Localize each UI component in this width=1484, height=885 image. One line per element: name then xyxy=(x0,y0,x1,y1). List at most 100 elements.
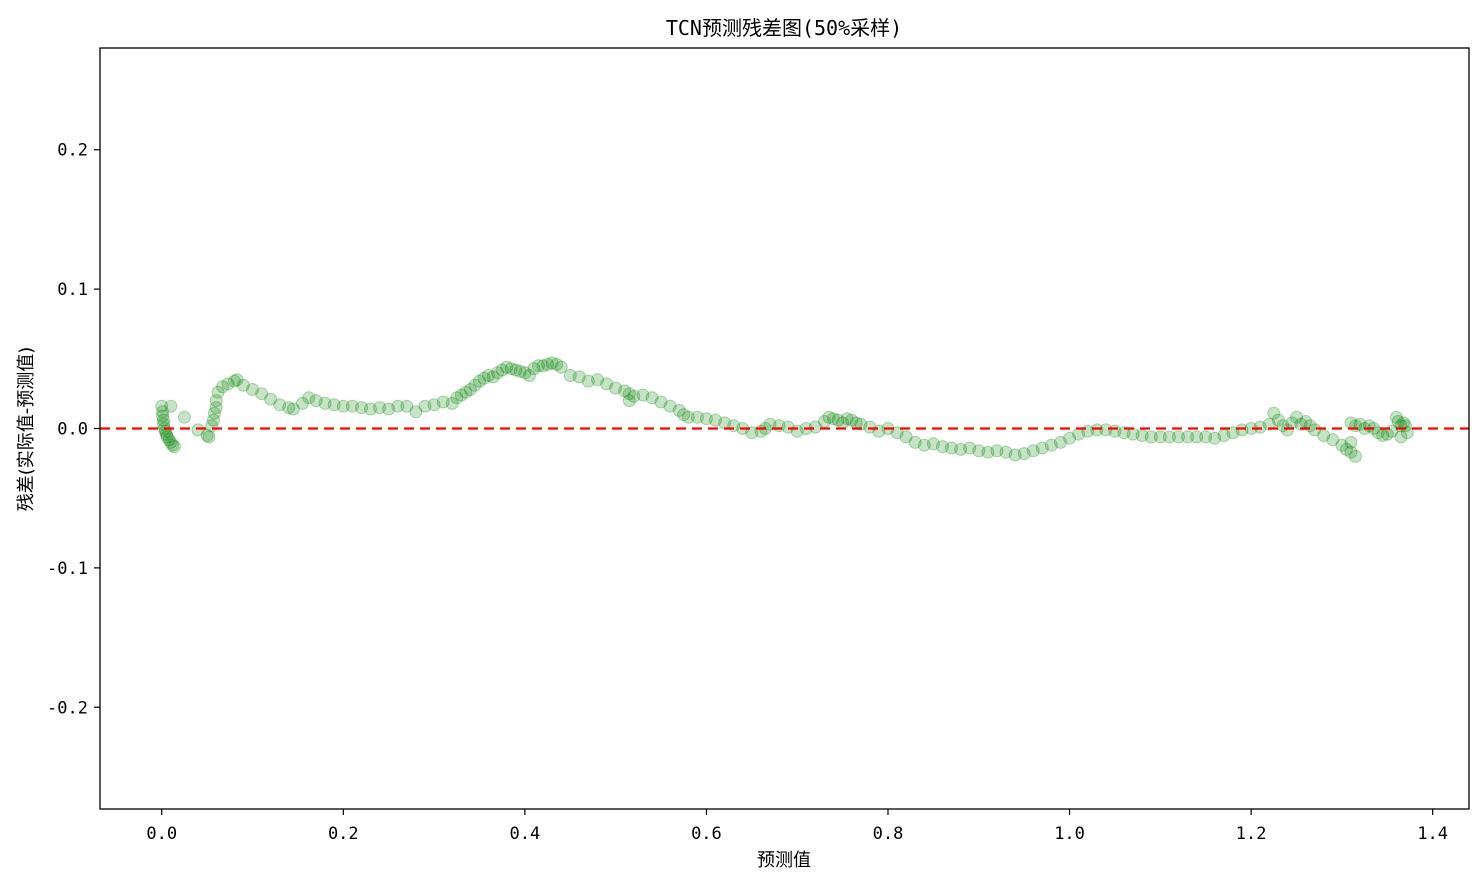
scatter-point xyxy=(1267,406,1281,420)
scatter-point xyxy=(527,362,541,376)
scatter-point xyxy=(899,430,913,444)
scatter-point xyxy=(554,360,568,374)
scatter-point xyxy=(327,398,341,412)
scatter-point xyxy=(318,396,332,410)
scatter-point xyxy=(1208,431,1222,445)
scatter-point xyxy=(1353,417,1367,431)
scatter-point xyxy=(1035,441,1049,455)
scatter-point xyxy=(463,383,477,396)
scatter-point xyxy=(459,385,473,399)
scatter-point xyxy=(1054,435,1067,449)
scatter-point xyxy=(157,417,170,431)
scatter-point xyxy=(295,396,309,410)
x-tick-label: 0.2 xyxy=(328,824,359,844)
scatter-point xyxy=(563,369,577,382)
scatter-point xyxy=(541,357,555,371)
x-tick-label: 0.8 xyxy=(873,824,904,844)
scatter-point xyxy=(1339,442,1353,456)
scatter-point xyxy=(157,413,170,427)
scatter-point xyxy=(827,412,840,426)
scatter-point xyxy=(854,417,868,431)
scatter-point xyxy=(1044,438,1058,452)
scatter-point xyxy=(1008,448,1022,462)
scatter-point xyxy=(1394,430,1408,444)
scatter-point xyxy=(936,440,949,454)
scatter-point xyxy=(156,409,170,423)
scatter-point xyxy=(863,420,877,434)
scatter-point xyxy=(1294,417,1308,431)
scatter-point xyxy=(156,405,170,419)
scatter-point xyxy=(162,433,176,447)
scatter-point xyxy=(202,430,216,444)
scatter-point xyxy=(1099,423,1113,437)
scatter-point xyxy=(500,360,514,374)
scatter-point xyxy=(427,398,441,412)
scatter-point xyxy=(477,371,491,385)
scatter-points xyxy=(155,356,1414,463)
scatter-point xyxy=(636,388,650,402)
scatter-point xyxy=(504,362,518,376)
x-tick-label: 0.0 xyxy=(146,824,177,844)
scatter-point xyxy=(763,417,777,431)
scatter-point xyxy=(908,435,922,449)
scatter-point xyxy=(345,399,359,413)
scatter-point xyxy=(445,396,459,410)
scatter-point xyxy=(236,378,250,392)
scatter-point xyxy=(1162,430,1176,444)
scatter-point xyxy=(418,399,432,413)
scatter-point xyxy=(677,408,691,422)
scatter-point xyxy=(1371,426,1385,440)
scatter-point xyxy=(509,363,523,377)
scatter-point xyxy=(191,423,205,437)
scatter-point xyxy=(166,438,180,452)
scatter-point xyxy=(382,402,396,416)
scatter-point xyxy=(207,406,221,420)
scatter-point xyxy=(1308,423,1322,437)
scatter-point xyxy=(609,381,623,395)
scatter-point xyxy=(1153,430,1167,444)
y-tick-label: 0.2 xyxy=(57,141,88,161)
scatter-point xyxy=(436,395,450,409)
x-tick-label: 1.4 xyxy=(1417,824,1448,844)
scatter-point xyxy=(473,374,486,388)
scatter-point xyxy=(591,373,604,387)
scatter-point xyxy=(654,395,668,409)
scatter-point xyxy=(1172,430,1185,444)
y-tick-label: -0.2 xyxy=(47,698,88,718)
scatter-point xyxy=(409,405,423,419)
scatter-point xyxy=(450,391,464,405)
scatter-point xyxy=(917,438,931,452)
scatter-point xyxy=(221,377,235,391)
scatter-point xyxy=(550,357,564,371)
scatter-point xyxy=(1349,449,1362,463)
scatter-point xyxy=(926,437,940,451)
scatter-point xyxy=(822,410,836,424)
scatter-point xyxy=(845,413,859,427)
scatter-point xyxy=(177,410,191,424)
scatter-point xyxy=(336,399,350,413)
scatter-point xyxy=(1400,426,1414,440)
scatter-point xyxy=(227,374,241,388)
scatter-point xyxy=(230,373,244,387)
scatter-point xyxy=(255,387,269,401)
scatter-point xyxy=(681,410,695,424)
scatter-point xyxy=(209,394,223,408)
scatter-point xyxy=(840,412,854,426)
scatter-point xyxy=(536,359,550,373)
scatter-point xyxy=(963,441,977,455)
x-axis-label: 预测值 xyxy=(757,850,811,871)
scatter-point xyxy=(690,410,704,424)
scatter-point xyxy=(160,430,174,444)
scatter-point xyxy=(155,399,169,413)
scatter-point xyxy=(286,402,300,416)
chart-title: TCN预测残差图(50%采样) xyxy=(666,16,902,40)
scatter-point xyxy=(831,413,845,427)
x-tick-label: 1.2 xyxy=(1236,824,1267,844)
scatter-point xyxy=(468,378,482,392)
scatter-point xyxy=(1271,413,1285,427)
scatter-point xyxy=(518,366,532,380)
scatter-point xyxy=(491,366,505,380)
scatter-point xyxy=(545,356,559,370)
scatter-point xyxy=(1144,430,1158,444)
scatter-point xyxy=(1335,438,1349,452)
